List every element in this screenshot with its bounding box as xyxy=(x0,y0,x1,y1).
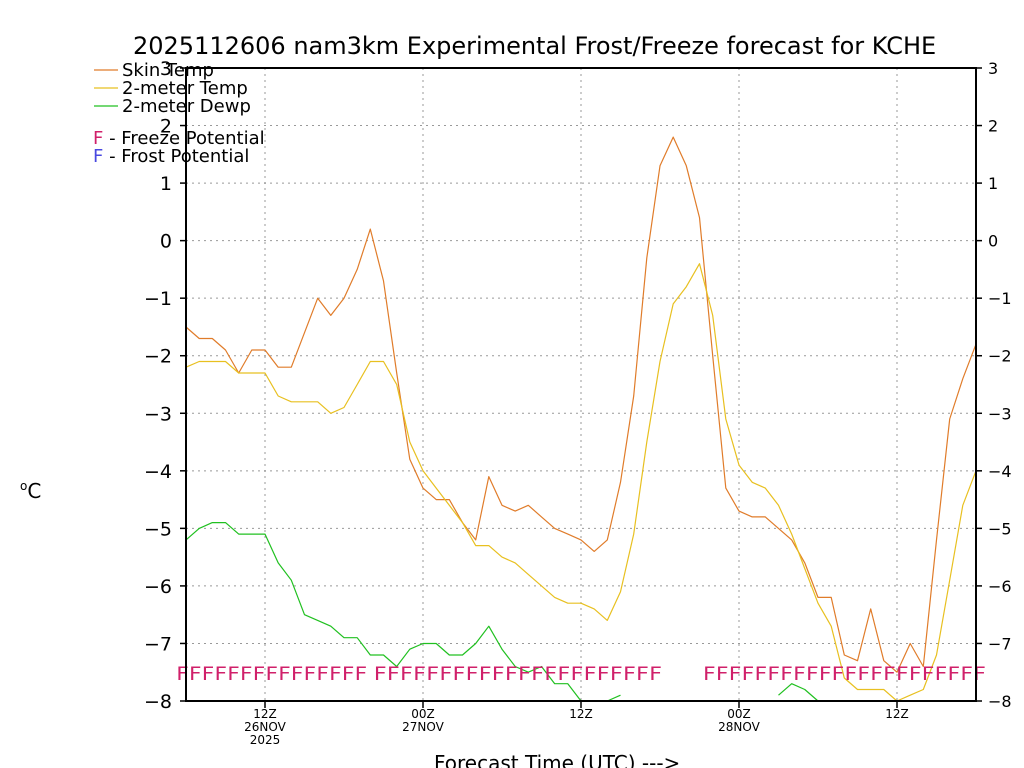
y-tick-label-right: −2 xyxy=(988,347,1012,366)
legend2-text: - Frost Potential xyxy=(103,146,249,167)
y-tick-label-left: −5 xyxy=(144,518,172,540)
x-tick-date: 26NOV xyxy=(244,720,286,734)
y-tick-label-right: −1 xyxy=(988,289,1012,308)
x-tick-date: 27NOV xyxy=(402,720,444,734)
legend-label: 2-meter Dewp xyxy=(122,96,251,117)
y-tick-label-left: −6 xyxy=(144,576,172,598)
y-axis-label-degree: o xyxy=(20,479,27,493)
y-axis-label-unit: C xyxy=(27,479,41,503)
legend2-label: F - Frost Potential xyxy=(93,146,249,167)
x-tick-date: 28NOV xyxy=(718,720,760,734)
freeze-potential-marks: FFFFFFFFFFFFFFFFFFFFFF xyxy=(374,663,663,685)
y-tick-label-right: 1 xyxy=(988,174,998,193)
legend-label: Skin Temp xyxy=(122,60,214,81)
freeze-marks: FFFFFFFFFFFFFFF FFFFFFFFFFFFFFFFFFFFFF FFF… xyxy=(176,663,986,685)
y-tick-label-right: −3 xyxy=(988,404,1012,423)
x-axis-label: Forecast Time (UTC) ---> xyxy=(434,751,680,768)
y-tick-label-left: −2 xyxy=(144,346,172,368)
y-tick-label-left: 1 xyxy=(160,173,172,195)
y-tick-label-right: 0 xyxy=(988,232,998,251)
legend2-letter: F xyxy=(93,146,103,167)
x-tick-label: 12Z xyxy=(253,707,277,721)
y-tick-label-right: 3 xyxy=(988,59,998,78)
legend2-letter: F xyxy=(93,128,103,149)
y-tick-label-left: 2 xyxy=(160,116,172,138)
y-tick-label-left: −1 xyxy=(144,288,172,310)
y-axis-label: oC xyxy=(20,479,41,503)
legend2-label: F - Freeze Potential xyxy=(93,128,265,149)
y-tick-label-left: −7 xyxy=(144,633,172,655)
legend-label: 2-meter Temp xyxy=(122,78,248,99)
y-tick-label-left: −3 xyxy=(144,403,172,425)
legend2-text: - Freeze Potential xyxy=(103,128,264,149)
series-layer xyxy=(185,136,977,702)
y-tick-label-left: −4 xyxy=(144,461,172,483)
grid xyxy=(186,68,976,701)
series-line xyxy=(778,683,819,702)
x-tick-label: 12Z xyxy=(885,707,909,721)
x-tick-year: 2025 xyxy=(250,733,281,747)
y-axis-left: 3 2 1 0 −1 −2 −3 −4 −5 −6 −7 −8 xyxy=(144,58,186,713)
y-tick-label-right: 2 xyxy=(988,117,998,136)
chart-title: 2025112606 nam3km Experimental Frost/Fre… xyxy=(133,32,936,60)
y-tick-label-right: −8 xyxy=(988,692,1012,711)
series-line xyxy=(185,521,621,702)
freeze-potential-marks: FFFFFFFFFFFFFFF xyxy=(176,663,367,685)
y-tick-label-left: 0 xyxy=(160,231,172,253)
plot-frame xyxy=(185,67,977,702)
y-tick-label-right: −7 xyxy=(988,634,1012,653)
x-tick-label: 00Z xyxy=(411,707,435,721)
y-tick-label-right: −6 xyxy=(988,577,1012,596)
x-tick-label: 12Z xyxy=(569,707,593,721)
y-tick-label-left: 3 xyxy=(160,58,172,80)
series-line xyxy=(185,136,977,673)
y-tick-label-right: −5 xyxy=(988,519,1012,538)
series-line xyxy=(185,263,977,702)
y-tick-label-right: −4 xyxy=(988,462,1012,481)
x-tick-label: 00Z xyxy=(727,707,751,721)
y-tick-label-left: −8 xyxy=(144,691,172,713)
freeze-potential-marks: FFFFFFFFFFFFFFFFFFFFFF xyxy=(703,663,986,685)
y-axis-right: 3 2 1 0 −1 −2 −3 −4 −5 −6 −7 −8 xyxy=(976,59,1012,711)
